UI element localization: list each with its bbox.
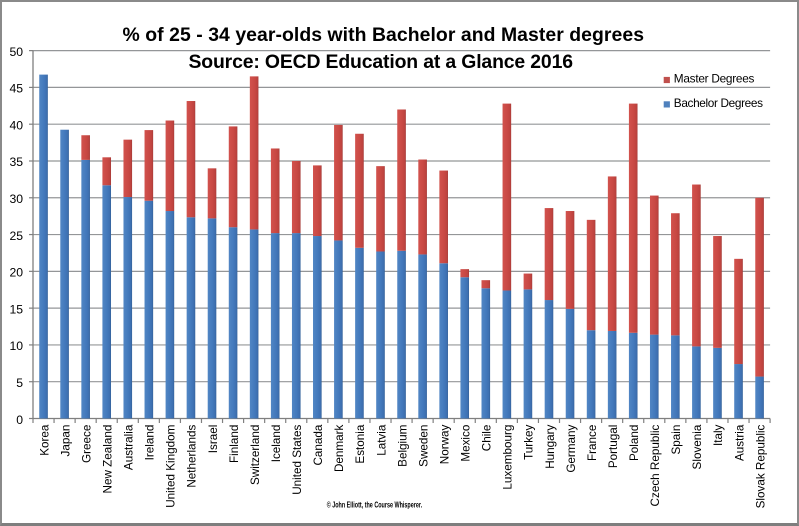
svg-text:United States: United States [291,424,304,494]
svg-text:Italy: Italy [712,424,725,446]
svg-text:Master Degrees: Master Degrees [674,71,755,85]
svg-text:Czech Republic: Czech Republic [649,424,662,506]
svg-text:35: 35 [9,155,23,169]
svg-text:0: 0 [16,413,23,427]
svg-text:Sweden: Sweden [417,425,430,467]
svg-text:Netherlands: Netherlands [186,424,199,487]
svg-text:Canada: Canada [312,424,325,465]
svg-text:Turkey: Turkey [523,424,536,459]
svg-text:50: 50 [9,45,23,59]
svg-text:Mexico: Mexico [460,424,473,462]
svg-text:20: 20 [9,266,23,280]
svg-text:Slovenia: Slovenia [691,424,704,469]
svg-text:Switzerland: Switzerland [249,425,262,485]
svg-text:15: 15 [9,302,23,316]
svg-text:Ireland: Ireland [144,425,157,461]
svg-text:Germany: Germany [565,424,578,472]
svg-text:Source: OECD Education at a Gl: Source: OECD Education at a Glance 2016 [189,51,574,73]
svg-text:Portugal: Portugal [607,425,620,469]
svg-text:25: 25 [9,229,23,243]
svg-text:Chile: Chile [481,425,494,452]
svg-text:Belgium: Belgium [396,425,409,467]
svg-text:France: France [586,425,599,461]
svg-text:Hungary: Hungary [544,424,557,468]
svg-text:Finland: Finland [228,425,241,463]
svg-text:Latvia: Latvia [375,424,388,456]
svg-text:Austria: Austria [733,424,746,461]
svg-text:Spain: Spain [670,425,683,455]
svg-text:United Kingdom: United Kingdom [165,425,178,508]
svg-text:% of 25 - 34 year-olds with Ba: % of 25 - 34 year-olds with Bachelor and… [123,24,645,46]
svg-text:40: 40 [9,118,23,132]
svg-text:Iceland: Iceland [270,425,283,463]
svg-text:New Zealand: New Zealand [102,425,115,494]
svg-text:10: 10 [9,339,23,353]
svg-text:Australia: Australia [123,424,136,470]
svg-text:Poland: Poland [628,425,641,461]
svg-text:Slovak Republic: Slovak Republic [754,424,767,508]
svg-text:Israel: Israel [207,425,220,454]
svg-text:Greece: Greece [80,425,93,463]
svg-text:30: 30 [9,192,23,206]
svg-text:Bachelor Degrees: Bachelor Degrees [674,96,763,110]
svg-text:45: 45 [9,82,23,96]
svg-text:© John Elliott, the Course Whi: © John Elliott, the Course Whisperer. [327,500,423,510]
svg-text:Denmark: Denmark [333,424,346,472]
svg-text:Luxembourg: Luxembourg [502,425,515,490]
svg-text:Japan: Japan [59,425,72,457]
svg-text:Norway: Norway [438,424,451,464]
svg-text:Korea: Korea [38,424,51,456]
svg-text:Estonia: Estonia [354,424,367,463]
svg-text:5: 5 [16,376,23,390]
